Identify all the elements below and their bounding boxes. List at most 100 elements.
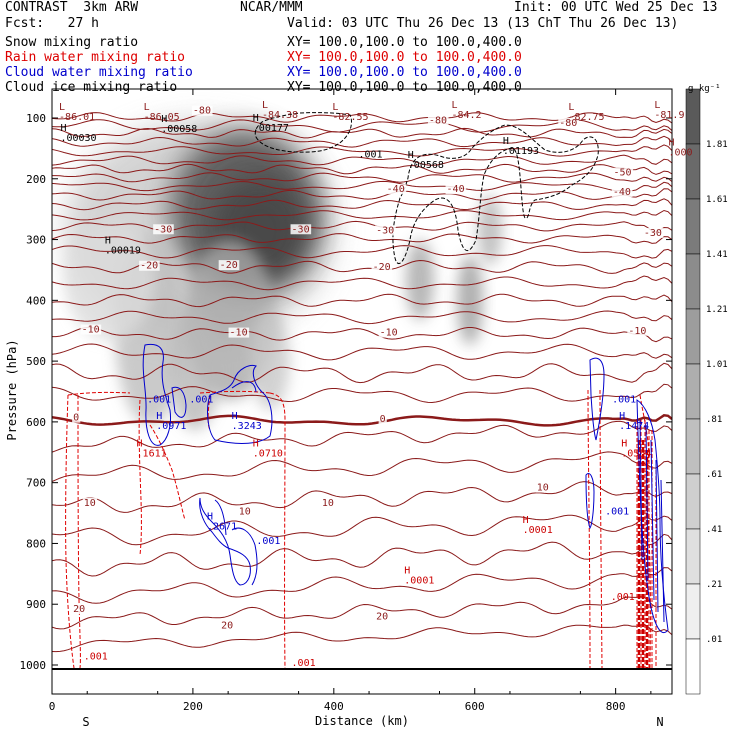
minimum-value: -81.9 <box>654 110 684 121</box>
minimum-marker: L <box>451 100 457 111</box>
rain-contour-5 <box>149 424 186 521</box>
minimum-value: -82.75 <box>568 112 604 123</box>
isotherm-label-bg <box>558 117 579 128</box>
cloud-contour-5 <box>199 497 251 586</box>
isotherm-label-bg <box>627 325 648 336</box>
minimum-marker: L <box>144 102 150 113</box>
x-axis-label: Distance (km) <box>315 714 409 728</box>
isotherm <box>52 343 672 361</box>
maximum-value: .0554 <box>621 449 651 460</box>
isotherm-label: -80 <box>559 118 577 129</box>
y-tick-label: 800 <box>26 537 46 550</box>
minimum-value: -84.38 <box>262 110 298 121</box>
maximum-value: .0971 <box>156 421 186 432</box>
minimum-marker: L <box>568 102 574 113</box>
minimum-value: -86.05 <box>144 112 180 123</box>
valid-time: Valid: 03 UTC Thu 26 Dec 13 (13 ChT Thu … <box>287 16 679 31</box>
isotherm <box>52 596 672 630</box>
colorbar-swatch <box>685 253 701 310</box>
y-tick-label: 300 <box>26 234 46 247</box>
colorbar-swatch <box>685 88 701 145</box>
colorbar-swatch <box>685 583 701 640</box>
x-tick-label: 0 <box>49 700 56 713</box>
isotherm <box>52 135 672 148</box>
isotherm-label: -10 <box>628 326 646 337</box>
rain-core-1 <box>637 440 649 668</box>
isotherm-label: -80 <box>429 115 447 126</box>
colorbar-label: 1.01 <box>706 360 728 370</box>
rain-contours <box>65 389 657 669</box>
maximum-value: .01193 <box>503 146 539 157</box>
cloud-ice-contours <box>254 112 599 264</box>
colorbar-unit: g kg⁻¹ <box>688 84 721 94</box>
contour-value-label: .001 <box>256 536 280 547</box>
isotherm-label-bg <box>72 604 87 615</box>
cloud-water-contours <box>142 343 669 633</box>
isotherm <box>52 209 672 221</box>
isotherm <box>52 624 672 653</box>
field-name-snow: Snow mixing ratio <box>5 35 139 50</box>
maximum-value: .00030 <box>60 133 96 144</box>
isotherm <box>52 163 672 175</box>
isotherm-label-bg <box>290 224 312 235</box>
minimum-marker: L <box>59 102 65 113</box>
south-label: S <box>82 715 89 729</box>
isotherm-label: -30 <box>292 224 310 235</box>
maximum-marker: H <box>137 439 143 450</box>
isotherm-label: -50 <box>614 168 632 179</box>
rain-contour-7 <box>269 392 286 669</box>
isotherm <box>52 414 672 427</box>
minimum-marker: H <box>668 138 674 149</box>
isotherm <box>52 144 672 157</box>
colorbar-label: 1.61 <box>706 195 728 205</box>
isotherm-label: -30 <box>376 225 394 236</box>
isotherm <box>52 420 672 453</box>
isotherm <box>52 112 672 124</box>
minimum-marker: L <box>262 100 268 111</box>
isotherm <box>52 233 672 244</box>
x-tick-label: 600 <box>465 700 485 713</box>
colorbar-swatch <box>685 418 701 475</box>
snow-ice-shading <box>65 120 502 430</box>
isotherm-label-bg <box>612 167 634 178</box>
contour-value-label: .001 <box>358 150 382 161</box>
rain-contour-2 <box>77 394 81 669</box>
maximum-value: .00019 <box>105 246 141 257</box>
x-tick-label: 400 <box>324 700 344 713</box>
maximum-value: .2671 <box>207 521 237 532</box>
colorbar-label: 1.81 <box>706 140 728 150</box>
isotherm-label-bg <box>611 187 633 198</box>
isotherm <box>52 127 672 139</box>
rain-contour-4 <box>138 399 142 556</box>
field-name-cloud-ice: Cloud ice mixing ratio <box>5 80 178 95</box>
isotherm <box>52 245 672 259</box>
temperature-contours <box>52 112 672 653</box>
isotherm <box>52 188 672 201</box>
cloud-contour-1 <box>142 343 171 446</box>
isotherm-label: 20 <box>221 621 233 632</box>
isotherm-label-bg <box>427 115 449 126</box>
colorbar-swatch <box>685 528 701 585</box>
cloud-contour-2 <box>171 386 187 418</box>
y-tick-label: 700 <box>26 477 46 490</box>
minimum-value: .000 <box>668 148 692 159</box>
maximum-marker: H <box>105 236 111 247</box>
minimum-value: -84.2 <box>451 110 481 121</box>
maximum-marker: H <box>60 123 66 134</box>
maximum-value: .0710 <box>253 449 283 460</box>
ice-contour-1 <box>254 112 352 153</box>
field-name-rain: Rain water mixing ratio <box>5 50 186 65</box>
maximum-value: .0001 <box>523 525 553 536</box>
field-name-cloud-water: Cloud water mixing ratio <box>5 65 193 80</box>
rain-contour-3 <box>67 391 131 396</box>
isotherm-label: -30 <box>644 228 662 239</box>
colorbar-label: .81 <box>706 415 722 425</box>
colorbar-swatch <box>685 473 701 530</box>
colorbar-swatch <box>685 198 701 255</box>
isotherm-label: 10 <box>84 498 96 509</box>
maximum-marker: H <box>253 439 259 450</box>
maximum-value: .00177 <box>253 123 289 134</box>
colorbar-label: .61 <box>706 470 722 480</box>
